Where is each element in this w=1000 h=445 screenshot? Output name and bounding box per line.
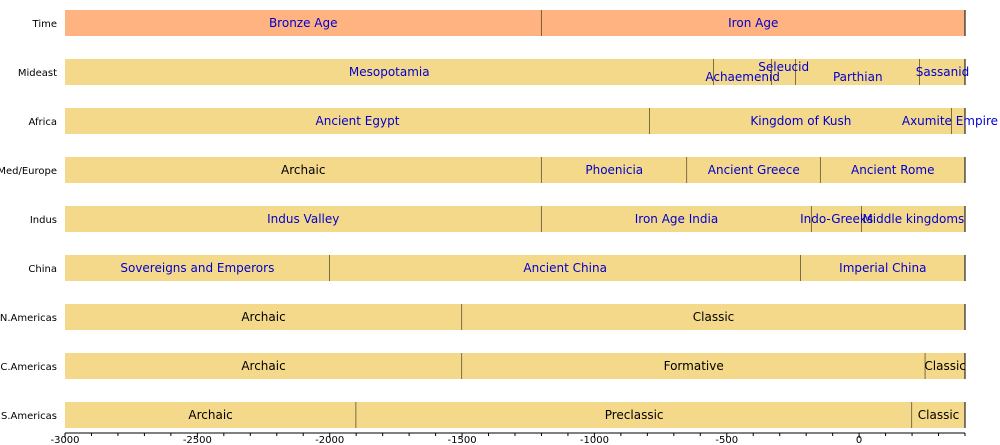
x-tick-label: -2000 — [315, 435, 344, 445]
period-label-africa-axumite-empire[interactable]: Axumite Empire — [902, 114, 998, 128]
period-label-c-americas-classic: Classic — [924, 359, 966, 373]
x-tick-label: 0 — [856, 435, 862, 445]
period-label-china-sovereigns-and-emperors[interactable]: Sovereigns and Emperors — [120, 261, 274, 275]
period-bar-mideast-seleucid[interactable] — [771, 59, 796, 85]
period-bar-s-americas-preclassic — [356, 402, 913, 428]
period-bar-china-imperial-china[interactable] — [800, 255, 965, 281]
period-bar-china-ancient-china[interactable] — [329, 255, 801, 281]
period-label-mideast-mesopotamia[interactable]: Mesopotamia — [349, 65, 430, 79]
period-label-med-europe-ancient-rome[interactable]: Ancient Rome — [851, 163, 934, 177]
period-label-s-americas-classic: Classic — [918, 408, 960, 422]
period-bar-time-iron-age[interactable] — [541, 10, 965, 36]
period-label-n-americas-archaic: Archaic — [241, 310, 285, 324]
row-label-s-americas: S.Americas — [1, 411, 57, 422]
period-bar-med-europe-ancient-rome[interactable] — [820, 157, 965, 183]
period-label-mideast-sassanid[interactable]: Sassanid — [916, 65, 969, 79]
bars-layer — [65, 10, 966, 428]
row-label-mideast: Mideast — [18, 68, 57, 79]
row-label-n-americas: N.Americas — [0, 313, 57, 324]
period-bar-med-europe-archaic — [65, 157, 542, 183]
period-label-c-americas-archaic: Archaic — [241, 359, 285, 373]
period-label-c-americas-formative: Formative — [664, 359, 724, 373]
x-tick-label: -3000 — [50, 435, 79, 445]
period-bar-mideast-sassanid[interactable] — [920, 59, 965, 85]
period-label-africa-kingdom-of-kush[interactable]: Kingdom of Kush — [750, 114, 851, 128]
period-bar-china-sovereigns-and-emperors[interactable] — [65, 255, 330, 281]
period-label-africa-ancient-egypt[interactable]: Ancient Egypt — [316, 114, 400, 128]
period-bar-c-americas-classic — [925, 353, 965, 379]
period-bar-indus-indus-valley[interactable] — [65, 206, 542, 232]
period-label-mideast-seleucid[interactable]: Seleucid — [758, 60, 809, 74]
x-tick-label: -2500 — [183, 435, 212, 445]
period-label-indus-iron-age-india[interactable]: Iron Age India — [635, 212, 718, 226]
row-label-indus: Indus — [30, 215, 57, 226]
period-bar-indus-iron-age-india[interactable] — [541, 206, 812, 232]
labels-layer: Time Bronze Age Iron Age Mideast Mesopotamia… — [0, 16, 998, 422]
row-label-africa: Africa — [28, 117, 57, 128]
period-bar-s-americas-archaic — [65, 402, 357, 428]
period-bar-c-americas-archaic — [65, 353, 463, 379]
period-label-indus-indus-valley[interactable]: Indus Valley — [267, 212, 339, 226]
x-tick-label: -500 — [715, 435, 738, 445]
period-bar-s-americas-classic — [912, 402, 965, 428]
period-label-indus-middle-kingdoms[interactable]: Middle kingdoms — [862, 212, 964, 226]
period-bar-n-americas-classic — [462, 304, 965, 330]
period-label-time-bronze-age[interactable]: Bronze Age — [269, 16, 338, 30]
period-label-mideast-parthian[interactable]: Parthian — [833, 70, 883, 84]
period-label-mideast-achaemenid[interactable]: Achaemenid — [705, 70, 780, 84]
period-label-n-americas-classic: Classic — [693, 310, 735, 324]
period-bar-c-americas-formative — [462, 353, 926, 379]
row-label-china: China — [28, 264, 57, 275]
period-label-s-americas-archaic: Archaic — [188, 408, 232, 422]
period-bar-n-americas-archaic — [65, 304, 463, 330]
row-label-c-americas: C.Americas — [0, 362, 57, 373]
period-bar-med-europe-ancient-greece[interactable] — [687, 157, 821, 183]
x-axis: -3000 -2500 -2000 -1500 -1000 -500 0 — [50, 432, 966, 445]
period-label-indus-indo-greeks[interactable]: Indo-Greeks — [800, 212, 873, 226]
period-bar-med-europe-phoenicia[interactable] — [541, 157, 688, 183]
row-label-time: Time — [32, 19, 57, 30]
period-label-s-americas-preclassic: Preclassic — [605, 408, 664, 422]
period-bar-time-bronze-age[interactable] — [65, 10, 542, 36]
period-bar-indus-middle-kingdoms[interactable] — [861, 206, 965, 232]
period-bar-africa-axumite-empire[interactable] — [951, 108, 965, 134]
period-label-med-europe-phoenicia[interactable]: Phoenicia — [585, 163, 643, 177]
period-bar-indus-indo-greeks[interactable] — [811, 206, 862, 232]
x-tick-label: -1500 — [448, 435, 477, 445]
period-bar-mideast-mesopotamia[interactable] — [65, 59, 714, 85]
period-bar-africa-ancient-egypt[interactable] — [65, 108, 650, 134]
period-label-china-imperial-china[interactable]: Imperial China — [839, 261, 926, 275]
period-label-time-iron-age[interactable]: Iron Age — [728, 16, 778, 30]
row-label-med-europe: Med/Europe — [0, 166, 57, 177]
period-bar-africa-kingdom-of-kush[interactable] — [650, 108, 952, 134]
period-label-china-ancient-china[interactable]: Ancient China — [523, 261, 607, 275]
period-bar-mideast-parthian[interactable] — [795, 59, 920, 85]
period-label-med-europe-archaic: Archaic — [281, 163, 325, 177]
x-tick-label: -1000 — [580, 435, 609, 445]
period-bar-mideast-achaemenid[interactable] — [713, 59, 772, 85]
period-label-med-europe-ancient-greece[interactable]: Ancient Greece — [708, 163, 800, 177]
